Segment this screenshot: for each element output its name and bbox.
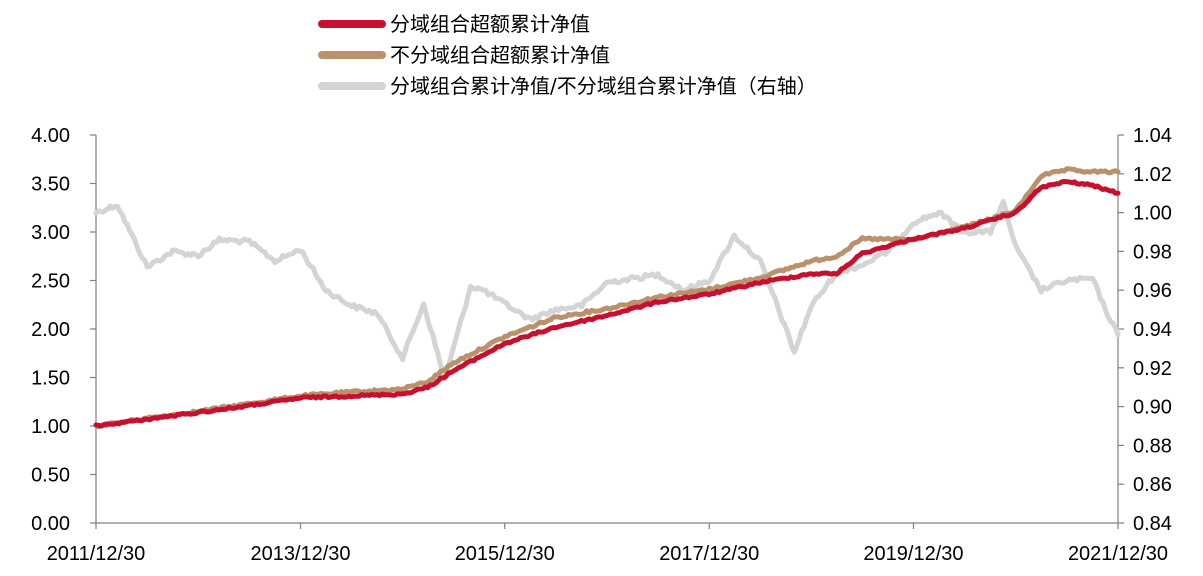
legend-label: 分域组合超额累计净值 <box>390 12 590 36</box>
left-y-tick-label: 1.50 <box>31 368 70 390</box>
right-y-tick-label: 0.84 <box>1133 513 1172 535</box>
left-y-tick-label: 0.50 <box>31 465 70 487</box>
x-axis-ticks: 2011/12/30 2013/12/30 2015/12/30 2017/12/30… <box>47 523 1168 565</box>
left-y-axis-ticks: 0.00 0.50 1.00 1.50 2.00 2.50 3.00 3.50 4.00 <box>31 125 96 535</box>
right-y-tick-label: 1.02 <box>1133 164 1172 186</box>
x-tick-label: 2011/12/30 <box>47 543 146 565</box>
x-tick-label: 2017/12/30 <box>659 543 759 565</box>
x-tick-label: 2013/12/30 <box>250 543 350 565</box>
left-y-tick-label: 2.50 <box>31 271 70 293</box>
legend-item-excess-partitioned: 分域组合超额累计净值 <box>318 12 590 36</box>
right-y-tick-label: 1.00 <box>1133 203 1172 225</box>
legend-item-ratio-right-axis: 分域组合累计净值/不分域组合累计净值（右轴） <box>318 74 817 98</box>
right-y-tick-label: 0.94 <box>1133 319 1172 341</box>
left-y-tick-label: 0.00 <box>31 513 70 535</box>
x-tick-label: 2015/12/30 <box>455 543 555 565</box>
partitioned-excess-series-line <box>93 178 1121 429</box>
left-y-tick-label: 1.00 <box>31 416 70 438</box>
x-tick-label: 2019/12/30 <box>863 543 963 565</box>
right-y-tick-label: 0.86 <box>1133 474 1172 496</box>
right-y-tick-label: 0.90 <box>1133 397 1172 419</box>
left-y-tick-label: 3.50 <box>31 174 70 196</box>
legend-label: 分域组合累计净值/不分域组合累计净值（右轴） <box>390 74 817 98</box>
left-y-tick-label: 3.00 <box>31 222 70 244</box>
legend-label: 不分域组合超额累计净值 <box>390 43 610 67</box>
axes <box>95 135 1119 524</box>
left-y-tick-label: 4.00 <box>31 125 70 147</box>
series-layer <box>93 166 1121 430</box>
right-y-axis-ticks: 0.84 0.86 0.88 0.90 0.92 0.94 0.96 0.98 1.00 1.02… <box>1118 125 1172 535</box>
legend: 分域组合超额累计净值 不分域组合超额累计净值 分域组合累计净值/不分域组合累计净… <box>318 12 817 98</box>
right-y-tick-label: 0.98 <box>1133 241 1172 263</box>
right-y-tick-label: 0.96 <box>1133 280 1172 302</box>
left-y-tick-label: 2.00 <box>31 319 70 341</box>
nonpartitioned-excess-series-line <box>93 166 1121 430</box>
right-y-tick-label: 1.04 <box>1133 125 1172 147</box>
ratio-series-line <box>93 198 1121 382</box>
right-y-tick-label: 0.92 <box>1133 358 1172 380</box>
legend-item-excess-nonpartitioned: 不分域组合超额累计净值 <box>318 43 610 67</box>
right-y-tick-label: 0.88 <box>1133 435 1172 457</box>
x-tick-label: 2021/12/30 <box>1068 543 1168 565</box>
